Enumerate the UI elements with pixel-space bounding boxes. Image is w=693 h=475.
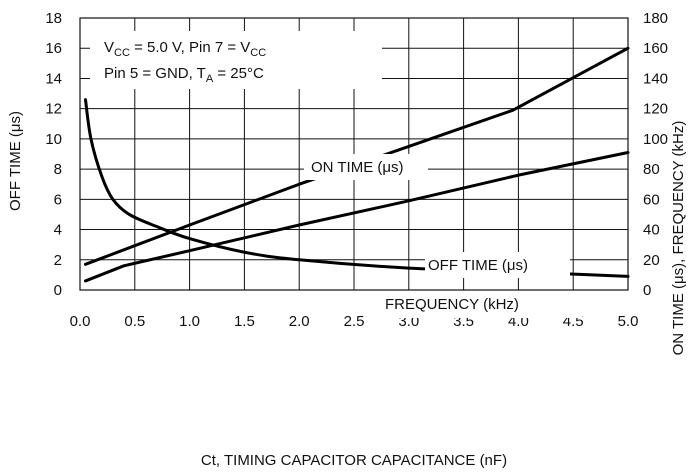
off-time-curve [83, 150, 630, 283]
y-axis-right-label: ON TIME (μs), FREQUENCY (kHz) [670, 121, 687, 356]
frequency-label-bg [378, 292, 582, 318]
y-left-tick-label: 6 [54, 191, 62, 208]
conditions-box [90, 31, 382, 89]
y-left-tick-label: 4 [54, 222, 62, 239]
on-time-label: ON TIME (μs) [311, 159, 404, 176]
on-time-label-bg [304, 154, 428, 180]
plot-frame [79, 17, 629, 291]
off-time-label-bg [425, 252, 570, 278]
x-tick-label: 0.5 [124, 313, 145, 330]
y-axis-left-label: OFF TIME (μs) [7, 111, 24, 211]
x-tick-label: 2.0 [289, 313, 310, 330]
x-tick-label: 1.0 [179, 313, 200, 330]
y-left-tick-label: 8 [54, 161, 62, 178]
y-right-tick-label: 20 [643, 252, 660, 269]
y-right-tick-label: 140 [643, 70, 668, 87]
y-left-tick-label: 2 [54, 252, 62, 269]
y-right-tick-label: 40 [643, 222, 660, 239]
y-right-tick-label: 160 [643, 40, 668, 57]
frequency-curve [83, 98, 630, 278]
y-left-tick-label: 18 [45, 10, 62, 27]
y-right-tick-label: 60 [643, 191, 660, 208]
y-left-tick-label: 12 [45, 101, 62, 118]
x-tick-label: 5.0 [618, 313, 639, 330]
off-time-label: OFF TIME (μs) [428, 257, 528, 274]
y-right-tick-label: 180 [643, 10, 668, 27]
conditions-line-2: Pin 5 = GND, TA = 25°C [104, 65, 264, 85]
conditions-line-1: VCC = 5.0 V, Pin 7 = VCC [104, 39, 266, 59]
x-axis-label: Ct, TIMING CAPACITOR CAPACITANCE (nF) [201, 452, 507, 469]
x-tick-label: 2.5 [344, 313, 365, 330]
x-tick-label: 1.5 [234, 313, 255, 330]
x-tick-label: 0.0 [70, 313, 91, 330]
frequency-label: FREQUENCY (kHz) [385, 296, 519, 313]
y-right-tick-label: 100 [643, 131, 668, 148]
y-right-tick-label: 0 [643, 282, 651, 299]
y-left-tick-label: 16 [45, 40, 62, 57]
y-left-tick-label: 10 [45, 131, 62, 148]
y-right-tick-label: 120 [643, 101, 668, 118]
y-left-tick-label: 0 [54, 282, 62, 299]
y-right-tick-label: 80 [643, 161, 660, 178]
y-left-tick-label: 14 [45, 70, 62, 87]
